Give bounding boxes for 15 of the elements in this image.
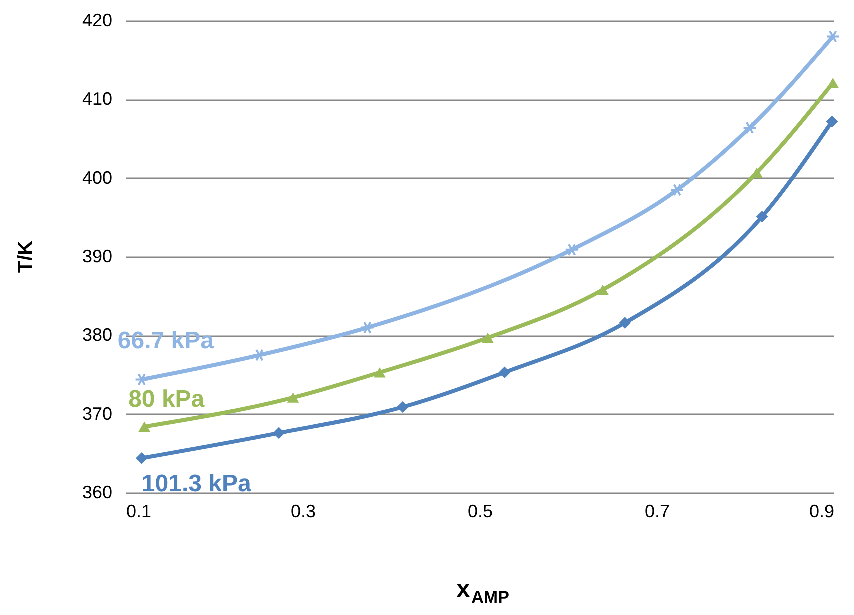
x-tick-label: 0.9 <box>809 502 834 522</box>
y-axis-title: T/K <box>15 240 37 274</box>
x-tick-label: 0.7 <box>644 502 670 522</box>
series-label: 101.3 kPa <box>142 470 252 498</box>
y-tick-label: 380 <box>82 325 112 346</box>
y-tick-label: 390 <box>82 246 112 266</box>
series-label: 80 kPa <box>128 386 206 413</box>
x-tick-label: 0.3 <box>290 502 316 522</box>
x-tick-label: 0.1 <box>126 502 152 522</box>
y-tick-label: 410 <box>82 89 112 110</box>
y-tick-label: 400 <box>82 168 112 188</box>
y-tick-label: 420 <box>82 10 112 30</box>
y-tick-label: 370 <box>82 404 112 424</box>
x-tick-label: 0.5 <box>468 502 494 522</box>
y-tick-label: 360 <box>82 482 112 502</box>
